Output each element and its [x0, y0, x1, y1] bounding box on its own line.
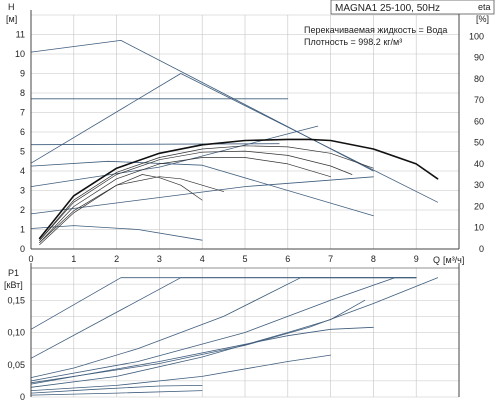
bottom-axes	[30, 263, 460, 397]
bottom-text: P1 [кВт] 0 0,05 0,10 0,15	[4, 268, 25, 400]
power-curve	[30, 277, 439, 384]
x-tick-label: 4	[200, 254, 205, 264]
x-tick-label: 7	[328, 254, 333, 264]
y2-tick-label: 80	[474, 74, 484, 84]
p1-axis-label-name: P1	[8, 268, 19, 278]
y2-tick-label: 60	[474, 116, 484, 126]
power-curve	[30, 277, 417, 382]
head-curve	[30, 143, 280, 146]
y2-tick-label: 40	[474, 159, 484, 169]
top-grid	[30, 14, 460, 250]
x-axis-label-unit: [м³/ч]	[443, 255, 464, 265]
efficiency-curve	[38, 138, 439, 240]
efficiency-curve	[39, 174, 203, 246]
y2-tick-label: 20	[474, 201, 484, 211]
x-tick-label: 1	[71, 254, 76, 264]
x-axis-label-name: Q	[433, 255, 440, 265]
title-box	[330, 0, 495, 15]
x-tick-label: 5	[242, 254, 247, 264]
y-tick-label: 2	[20, 205, 25, 215]
y-axis-label-unit: [м]	[6, 14, 17, 24]
efficiency-curve	[39, 145, 374, 241]
power-curve	[30, 384, 203, 394]
y2-tick-label: 10	[474, 223, 484, 233]
p1-tick-label: 0,05	[7, 360, 25, 370]
power-curve	[30, 277, 417, 359]
power-curve	[30, 390, 203, 396]
y-tick-label: 1	[20, 225, 25, 235]
y2-axis-label-unit: [%]	[476, 14, 489, 24]
y-tick-label: 9	[20, 69, 25, 79]
y2-tick-label: 0	[479, 244, 484, 254]
y-tick-label: 8	[20, 88, 25, 98]
y2-tick-label: 50	[474, 138, 484, 148]
x-tick-label: 6	[285, 254, 290, 264]
head-curve	[30, 225, 203, 241]
head-curve	[30, 73, 439, 203]
y-tick-label: 0	[20, 244, 25, 254]
y-tick-label: 3	[20, 186, 25, 196]
x-tick-label: 3	[157, 254, 162, 264]
p1-tick-label: 0,10	[7, 328, 25, 338]
annotation-fluid: Перекачиваемая жидкость = Вода	[304, 25, 447, 35]
y-tick-label: 7	[20, 108, 25, 118]
y-tick-label: 4	[20, 166, 25, 176]
efficiency-curve	[39, 176, 224, 243]
head-curve	[30, 160, 374, 217]
p1-tick-label: 0	[20, 392, 25, 400]
y2-tick-label: 70	[474, 95, 484, 105]
x-tick-label: 2	[114, 254, 119, 264]
y2-axis-label-name: eta	[478, 2, 491, 12]
x-tick-label: 0	[28, 254, 33, 264]
y-tick-label: 10	[15, 49, 25, 59]
power-curve	[30, 326, 374, 385]
top-text: MAGNA1 25-100, 50Hz Перекачиваемая жидко…	[6, 0, 495, 265]
annotation-density: Плотность = 998.2 кг/м³	[304, 37, 402, 47]
y-tick-label: 11	[16, 30, 25, 40]
y2-tick-label: 30	[474, 180, 484, 190]
head-curve	[30, 176, 374, 215]
y2-tick-label: 100	[469, 31, 484, 41]
power-curve	[30, 354, 332, 392]
power-curve	[30, 299, 366, 388]
p1-axis-label-unit: [кВт]	[4, 280, 23, 290]
power-curve	[30, 277, 417, 379]
y-tick-label: 6	[20, 127, 25, 137]
efficiency-curve	[39, 157, 331, 243]
p1-tick-label: 0,15	[7, 295, 25, 305]
y-tick-label: 5	[20, 147, 25, 157]
y2-tick-label: 90	[474, 53, 484, 63]
y-axis-label-name: H	[8, 2, 15, 12]
chart-title: MAGNA1 25-100, 50Hz	[335, 3, 440, 14]
efficiency-curve	[39, 150, 353, 241]
top-series	[30, 40, 439, 246]
bottom-series	[30, 277, 439, 396]
x-tick-label: 8	[371, 254, 376, 264]
x-tick-label: 9	[414, 254, 419, 264]
top-axes	[30, 10, 460, 250]
